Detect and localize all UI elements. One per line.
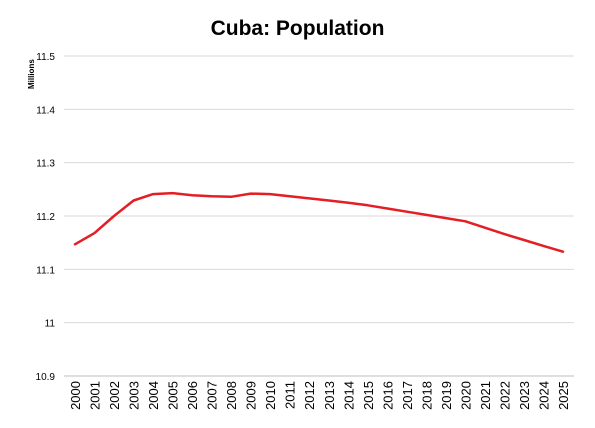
x-tick-label: 2003 (127, 381, 142, 410)
x-tick-label: 2010 (263, 381, 278, 410)
y-tick-label: 10.9 (36, 372, 56, 383)
x-tick-label: 2015 (361, 381, 376, 410)
x-tick-label: 2021 (478, 381, 493, 410)
y-tick-label: 11.3 (36, 159, 55, 170)
x-tick-label: 2018 (419, 381, 434, 410)
y-tick-label: 11.4 (36, 105, 55, 116)
x-tick-label: 2001 (88, 381, 103, 410)
x-tick-label: 2013 (322, 381, 337, 410)
x-tick-label: 2019 (439, 381, 454, 410)
x-tick-label: 2017 (400, 381, 415, 410)
x-tick-label: 2011 (283, 381, 298, 409)
x-tick-label: 2014 (341, 381, 356, 410)
x-tick-label: 2024 (536, 381, 551, 410)
y-axis-label: Millions (27, 59, 36, 89)
x-tick-label: 2006 (185, 381, 200, 410)
x-tick-label: 2020 (458, 381, 473, 410)
x-tick-label: 2004 (146, 381, 161, 410)
y-tick-label: 11.2 (36, 212, 55, 223)
chart-title: Cuba: Population (210, 17, 385, 40)
x-tick-label: 2023 (517, 381, 532, 410)
x-tick-label: 2005 (166, 381, 181, 410)
x-tick-label: 2008 (224, 381, 239, 410)
series-line (73, 191, 565, 253)
x-tick-label: 2002 (107, 381, 122, 410)
x-tick-label: 2016 (380, 381, 395, 410)
x-tick-label: 2022 (497, 381, 512, 410)
x-tick-label: 2012 (302, 381, 317, 410)
x-tick-label: 2000 (68, 381, 83, 410)
x-tick-label: 2009 (244, 381, 259, 410)
x-tick-label: 2007 (205, 381, 220, 410)
y-tick-label: 11.1 (36, 265, 55, 276)
x-tick-label: 2025 (556, 381, 571, 410)
y-tick-label: 11 (45, 319, 56, 330)
y-tick-label: 11.5 (36, 52, 55, 63)
